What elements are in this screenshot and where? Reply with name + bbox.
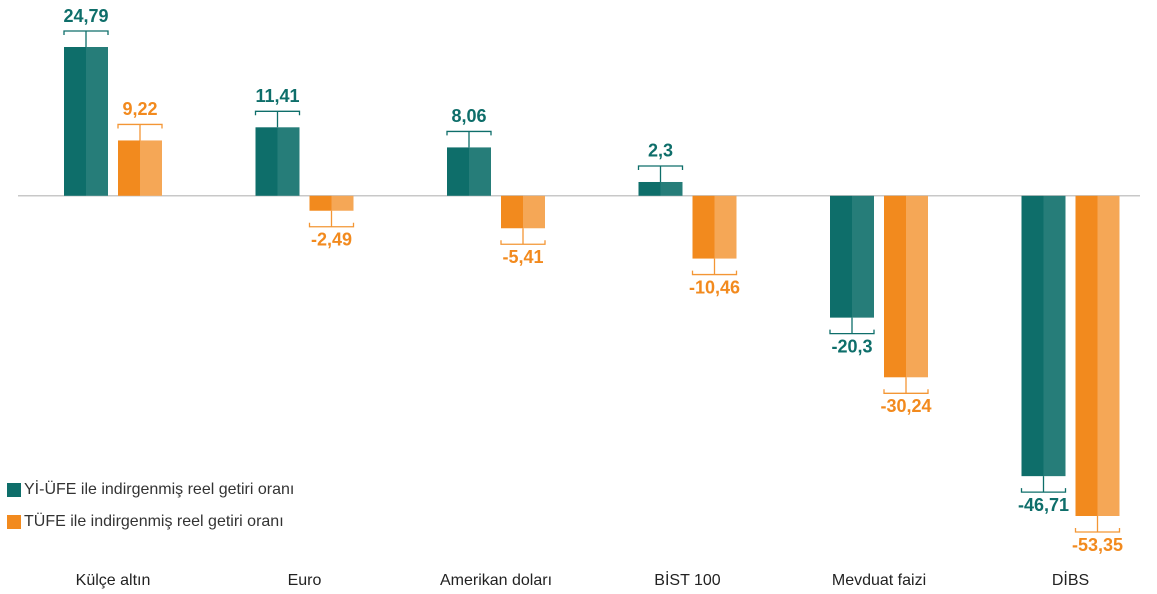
bar [255,127,300,196]
value-label: -20,3 [831,336,872,356]
label-bracket [117,123,163,141]
x-tick-label: Mevduat faizi [832,572,926,589]
label-bracket [500,228,546,245]
value-label: -10,46 [689,277,740,297]
bar [501,195,545,229]
value-label: -5,41 [502,247,543,267]
legend-label: Yİ-ÜFE ile indirgenmiş reel getiri oranı [24,479,294,498]
bar [692,195,737,259]
bar [309,195,354,211]
value-label: 2,3 [648,141,673,161]
value-label: -53,35 [1072,535,1123,555]
bar [1075,195,1120,516]
value-label: 11,41 [255,86,299,106]
bar [1021,195,1066,477]
label-bracket [637,165,684,182]
label-bracket [1020,476,1067,493]
label-bracket [1074,516,1121,533]
label-bracket [308,210,355,228]
bar [884,195,928,378]
legend-swatch [7,483,21,497]
value-label: 8,06 [451,106,486,126]
value-label: 24,79 [63,6,108,26]
bar [638,181,683,196]
x-tick-label: Külçe altın [76,572,151,589]
bar [447,147,491,196]
bar [64,47,108,196]
value-label: -30,24 [880,396,931,416]
value-label: -46,71 [1018,495,1069,515]
value-label: 9,22 [122,99,157,119]
x-tick-label: Amerikan doları [440,572,552,589]
bar [118,140,162,196]
label-bracket [446,130,492,148]
x-tick-label: BİST 100 [654,570,721,589]
x-tick-label: DİBS [1052,570,1089,589]
label-bracket [63,30,109,47]
bar [830,195,874,318]
legend-label: TÜFE ile indirgenmiş reel getiri oranı [24,512,284,530]
value-label: -2,49 [311,229,352,249]
legend-swatch [7,515,21,529]
label-bracket [691,258,738,276]
x-tick-label: Euro [288,572,322,589]
label-bracket [254,110,301,128]
label-bracket [829,317,875,335]
label-bracket [883,377,929,394]
